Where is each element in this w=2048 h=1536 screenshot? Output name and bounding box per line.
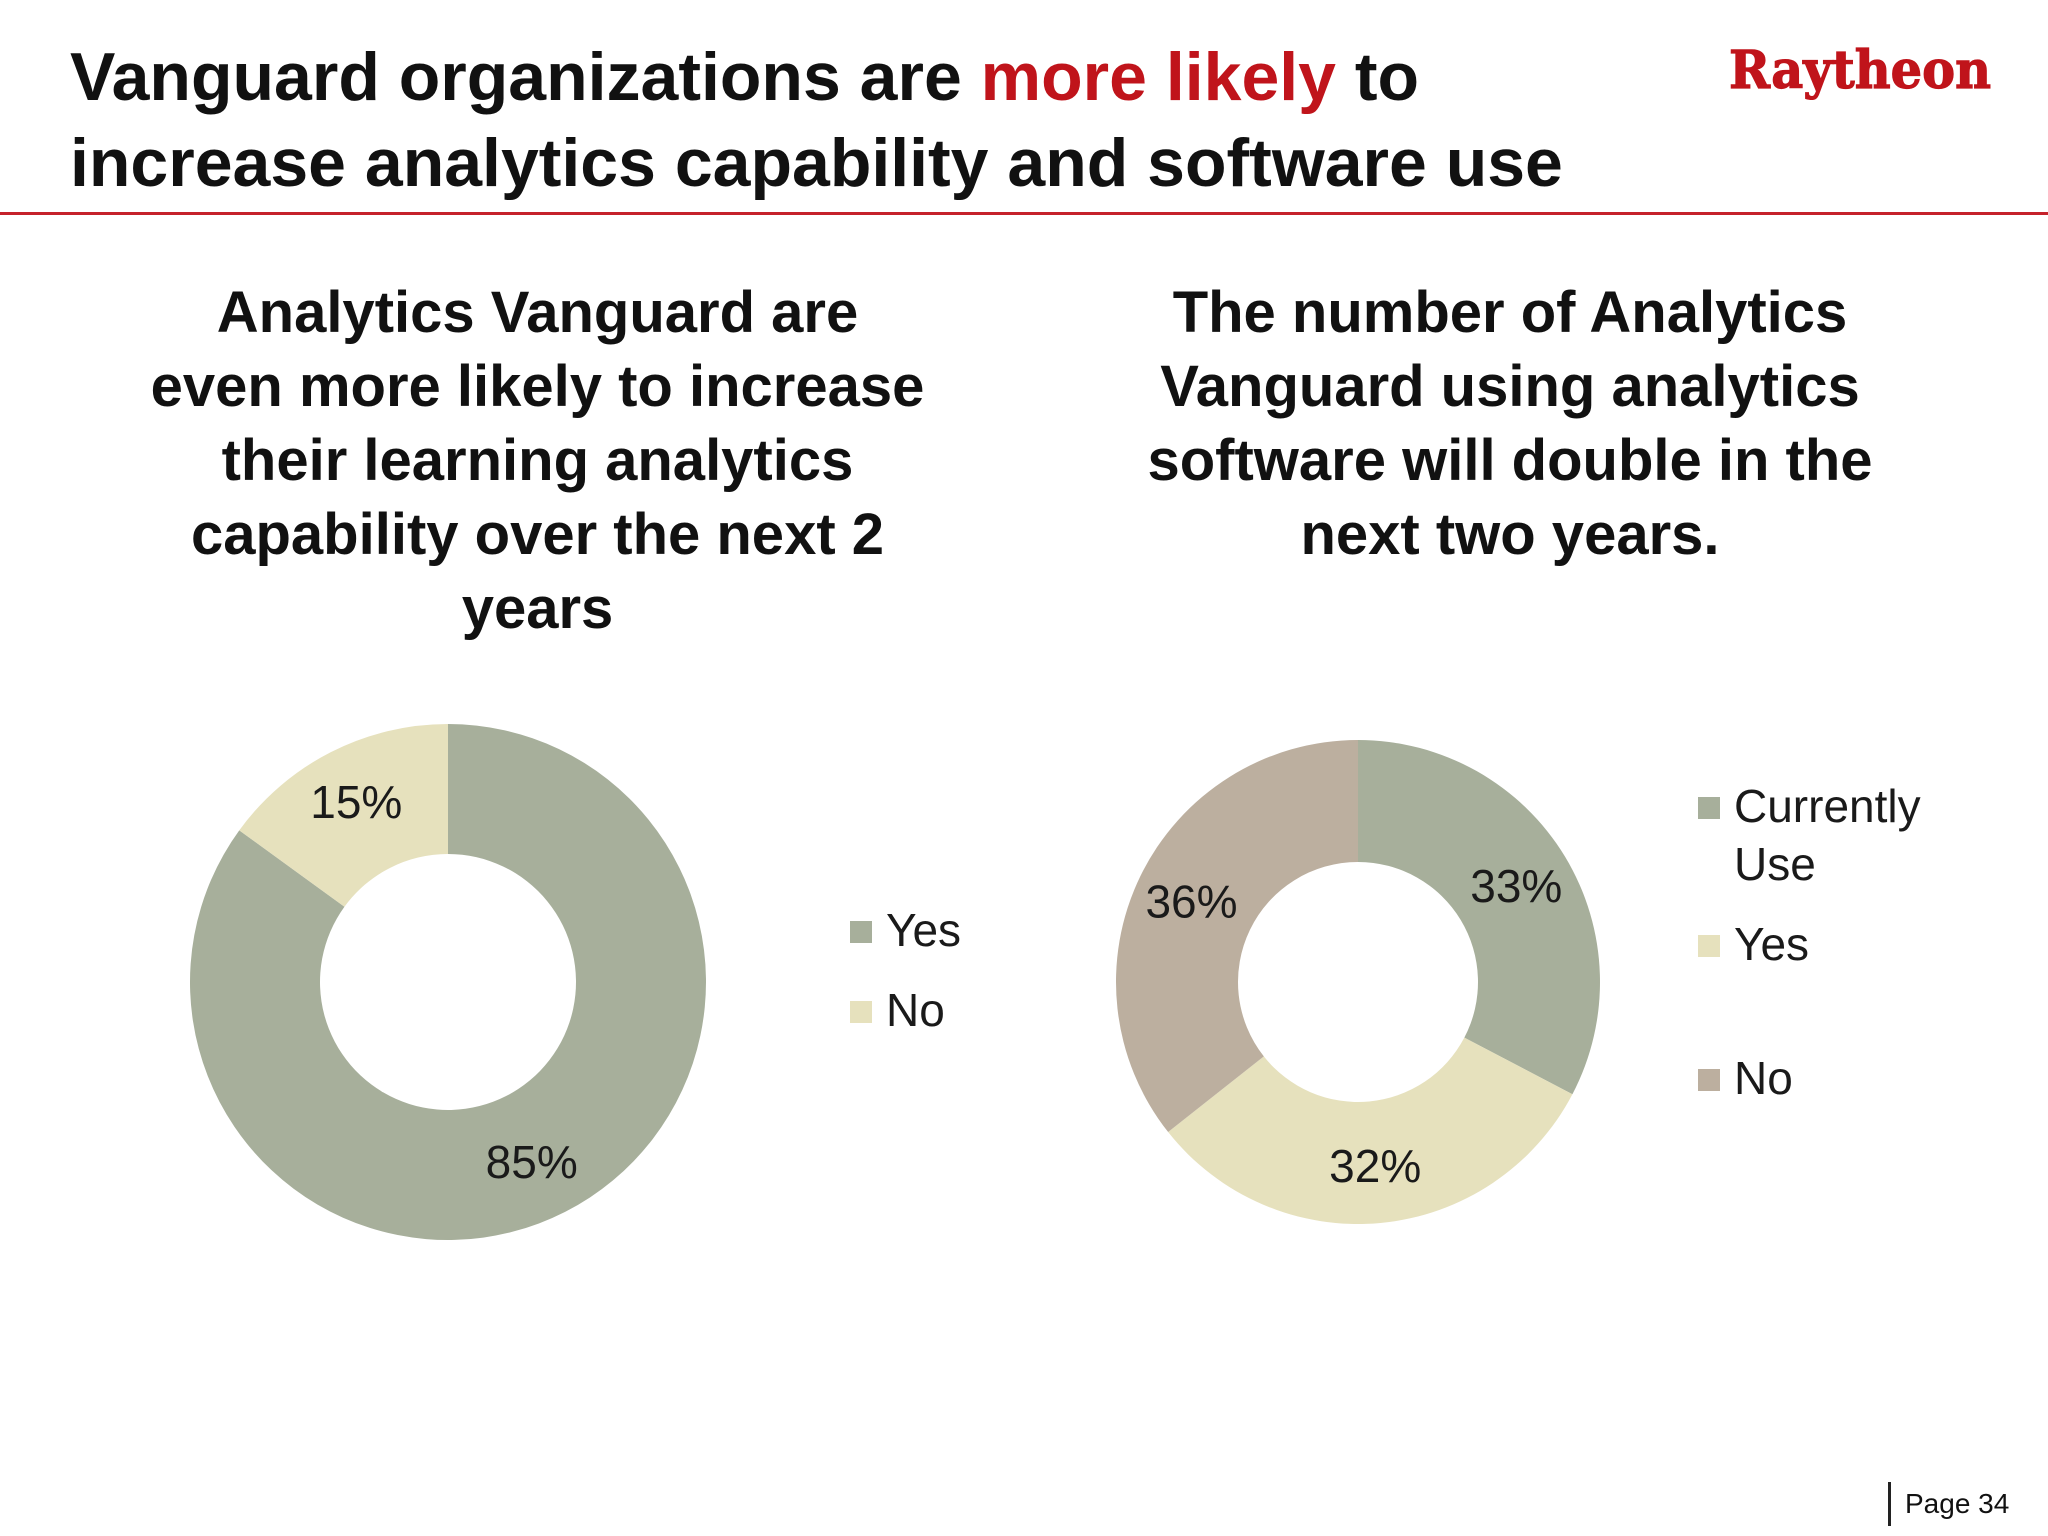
data-label-yes: 85%	[486, 1136, 578, 1188]
legend-item-yes: Yes	[1698, 918, 1809, 970]
chart-2-title: The number of Analytics Vanguard using a…	[1147, 280, 1873, 567]
legend-item-yes: Yes	[850, 904, 961, 956]
legend-item-no: No	[850, 984, 945, 1036]
data-label-yes: 32%	[1329, 1140, 1421, 1192]
donut-slice-currently-use	[1358, 740, 1600, 1095]
legend-item-currently-use: Currently Use	[1698, 780, 1921, 890]
legend-label-no: No	[886, 984, 945, 1036]
page-number: Page 34	[1888, 1482, 2009, 1526]
legend-swatch-currently-use	[1698, 797, 1720, 819]
donut-slice-yes	[1168, 1037, 1573, 1224]
data-label-no: 15%	[310, 776, 402, 828]
title-text-before: Vanguard organizations are	[70, 39, 981, 115]
data-label-currently-use: 33%	[1470, 860, 1562, 912]
donut-chart-2: 33% 32% 36% Currently Use Yes No	[1116, 740, 1921, 1224]
legend-swatch-no	[850, 1001, 872, 1023]
data-label-no: 36%	[1145, 875, 1237, 927]
legend-label-currently-use: Currently	[1734, 780, 1921, 832]
legend-label-no: No	[1734, 1052, 1793, 1104]
legend-label-currently-use: Use	[1734, 838, 1816, 890]
donut-slice-no	[1116, 740, 1358, 1133]
logo-wordmark: Raytheon	[1729, 40, 1991, 100]
legend-label-yes: Yes	[886, 904, 961, 956]
donut-chart-1: 85% 15% Yes No	[189, 724, 961, 1240]
donut-slice-yes	[189, 724, 706, 1240]
title-divider	[0, 212, 2048, 215]
legend-swatch-no	[1698, 1069, 1720, 1091]
legend-swatch-yes	[850, 921, 872, 943]
donut-slice-no	[239, 724, 448, 907]
raytheon-logo: Raytheon	[1728, 39, 1991, 100]
chart-1-title: Analytics Vanguard are even more likely …	[150, 280, 925, 641]
legend-swatch-yes	[1698, 935, 1720, 957]
slide-title: Vanguard organizations are more likely t…	[70, 34, 1690, 206]
legend-item-no: No	[1698, 1052, 1793, 1104]
title-text-after: to increase analytics capability and sof…	[70, 39, 1563, 201]
title-text-accent: more likely	[980, 39, 1336, 115]
legend-label-yes: Yes	[1734, 918, 1809, 970]
